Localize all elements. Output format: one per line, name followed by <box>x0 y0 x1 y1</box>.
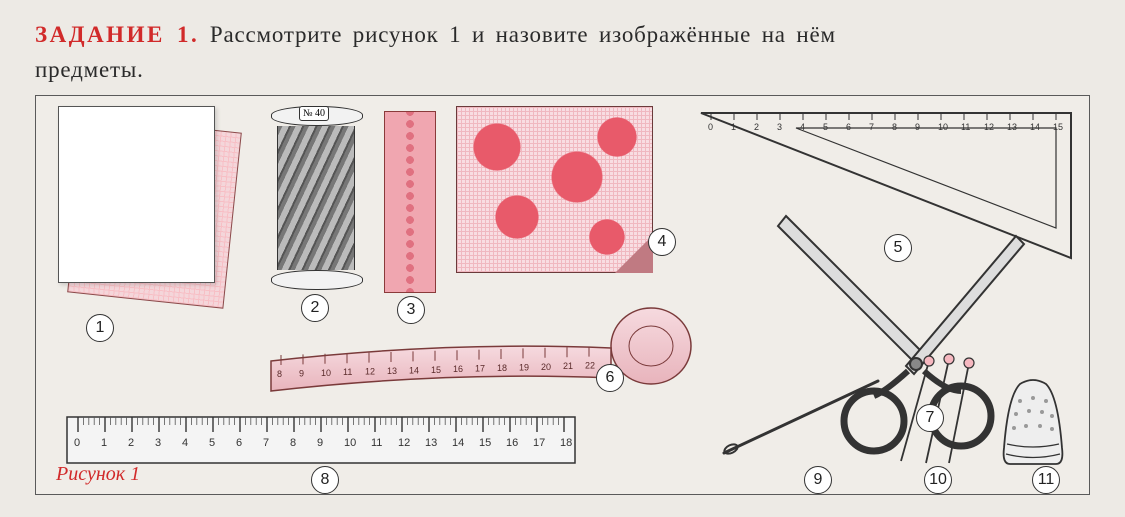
svg-text:9: 9 <box>915 122 920 132</box>
svg-text:5: 5 <box>823 122 828 132</box>
figure-box: № 40 0123456789101112131415 891011121 <box>35 95 1090 495</box>
svg-text:11: 11 <box>343 367 352 377</box>
svg-text:1: 1 <box>101 437 107 449</box>
svg-text:4: 4 <box>800 122 805 132</box>
svg-text:13: 13 <box>387 366 397 376</box>
number-label-10: 10 <box>924 466 952 494</box>
svg-text:18: 18 <box>560 437 572 449</box>
svg-text:8: 8 <box>290 437 296 449</box>
svg-text:21: 21 <box>563 361 573 371</box>
measuring-tape: 8 9 10 11 12 13 14 15 16 17 18 19 20 21 22 <box>266 306 696 401</box>
svg-text:13: 13 <box>1007 122 1017 132</box>
thread-spool: № 40 <box>271 106 361 286</box>
svg-text:13: 13 <box>425 437 437 449</box>
svg-text:6: 6 <box>846 122 851 132</box>
svg-text:15: 15 <box>431 365 441 375</box>
svg-text:17: 17 <box>475 364 485 374</box>
thimble <box>996 376 1070 468</box>
svg-text:0: 0 <box>74 437 80 449</box>
svg-text:14: 14 <box>452 437 464 449</box>
svg-text:14: 14 <box>409 365 419 375</box>
task-body-1: Рассмотрите рисунок 1 и назовите изображ… <box>210 22 836 47</box>
svg-text:4: 4 <box>182 437 188 449</box>
svg-text:15: 15 <box>479 437 491 449</box>
lace-trim <box>384 111 436 293</box>
svg-text:10: 10 <box>938 122 948 132</box>
number-label-9: 9 <box>804 466 832 494</box>
number-label-1: 1 <box>86 314 114 342</box>
svg-text:1: 1 <box>731 122 736 132</box>
straight-ruler: 0123456789101112131415161718 <box>66 416 576 464</box>
svg-text:12: 12 <box>398 437 410 449</box>
fabric-square-front <box>58 106 215 283</box>
svg-text:5: 5 <box>209 437 215 449</box>
svg-text:16: 16 <box>506 437 518 449</box>
svg-text:9: 9 <box>299 368 304 378</box>
svg-text:2: 2 <box>128 437 134 449</box>
svg-text:3: 3 <box>777 122 782 132</box>
number-label-3: 3 <box>397 296 425 324</box>
spool-label: № 40 <box>299 106 329 121</box>
task-body-2: предметы. <box>35 57 144 82</box>
number-label-2: 2 <box>301 294 329 322</box>
svg-text:3: 3 <box>155 437 161 449</box>
svg-text:12: 12 <box>984 122 994 132</box>
number-label-5: 5 <box>884 234 912 262</box>
svg-text:22: 22 <box>585 361 595 371</box>
svg-text:7: 7 <box>263 437 269 449</box>
number-label-7: 7 <box>916 404 944 432</box>
svg-text:6: 6 <box>236 437 242 449</box>
svg-text:11: 11 <box>961 122 970 132</box>
svg-text:2: 2 <box>754 122 759 132</box>
svg-text:9: 9 <box>317 437 323 449</box>
svg-text:0: 0 <box>708 122 713 132</box>
task-text: ЗАДАНИЕ 1. Рассмотрите рисунок 1 и назов… <box>35 18 1090 87</box>
number-label-11: 11 <box>1032 466 1060 494</box>
svg-text:8: 8 <box>892 122 897 132</box>
number-label-6: 6 <box>596 364 624 392</box>
svg-text:16: 16 <box>453 364 463 374</box>
figure-caption: Рисунок 1 <box>56 463 140 486</box>
svg-text:12: 12 <box>365 367 375 377</box>
svg-text:20: 20 <box>541 362 551 372</box>
svg-text:19: 19 <box>519 362 529 372</box>
page: ЗАДАНИЕ 1. Рассмотрите рисунок 1 и назов… <box>0 0 1125 517</box>
svg-text:11: 11 <box>371 437 382 449</box>
svg-text:10: 10 <box>344 437 356 449</box>
task-label: ЗАДАНИЕ 1. <box>35 22 199 47</box>
patterned-cloth <box>456 106 653 273</box>
svg-text:18: 18 <box>497 363 507 373</box>
svg-text:7: 7 <box>869 122 874 132</box>
svg-text:15: 15 <box>1053 122 1063 132</box>
svg-text:10: 10 <box>321 368 331 378</box>
number-label-4: 4 <box>648 228 676 256</box>
svg-text:17: 17 <box>533 437 545 449</box>
number-label-8: 8 <box>311 466 339 494</box>
needle <box>716 371 886 461</box>
svg-text:8: 8 <box>277 369 282 379</box>
svg-text:14: 14 <box>1030 122 1040 132</box>
